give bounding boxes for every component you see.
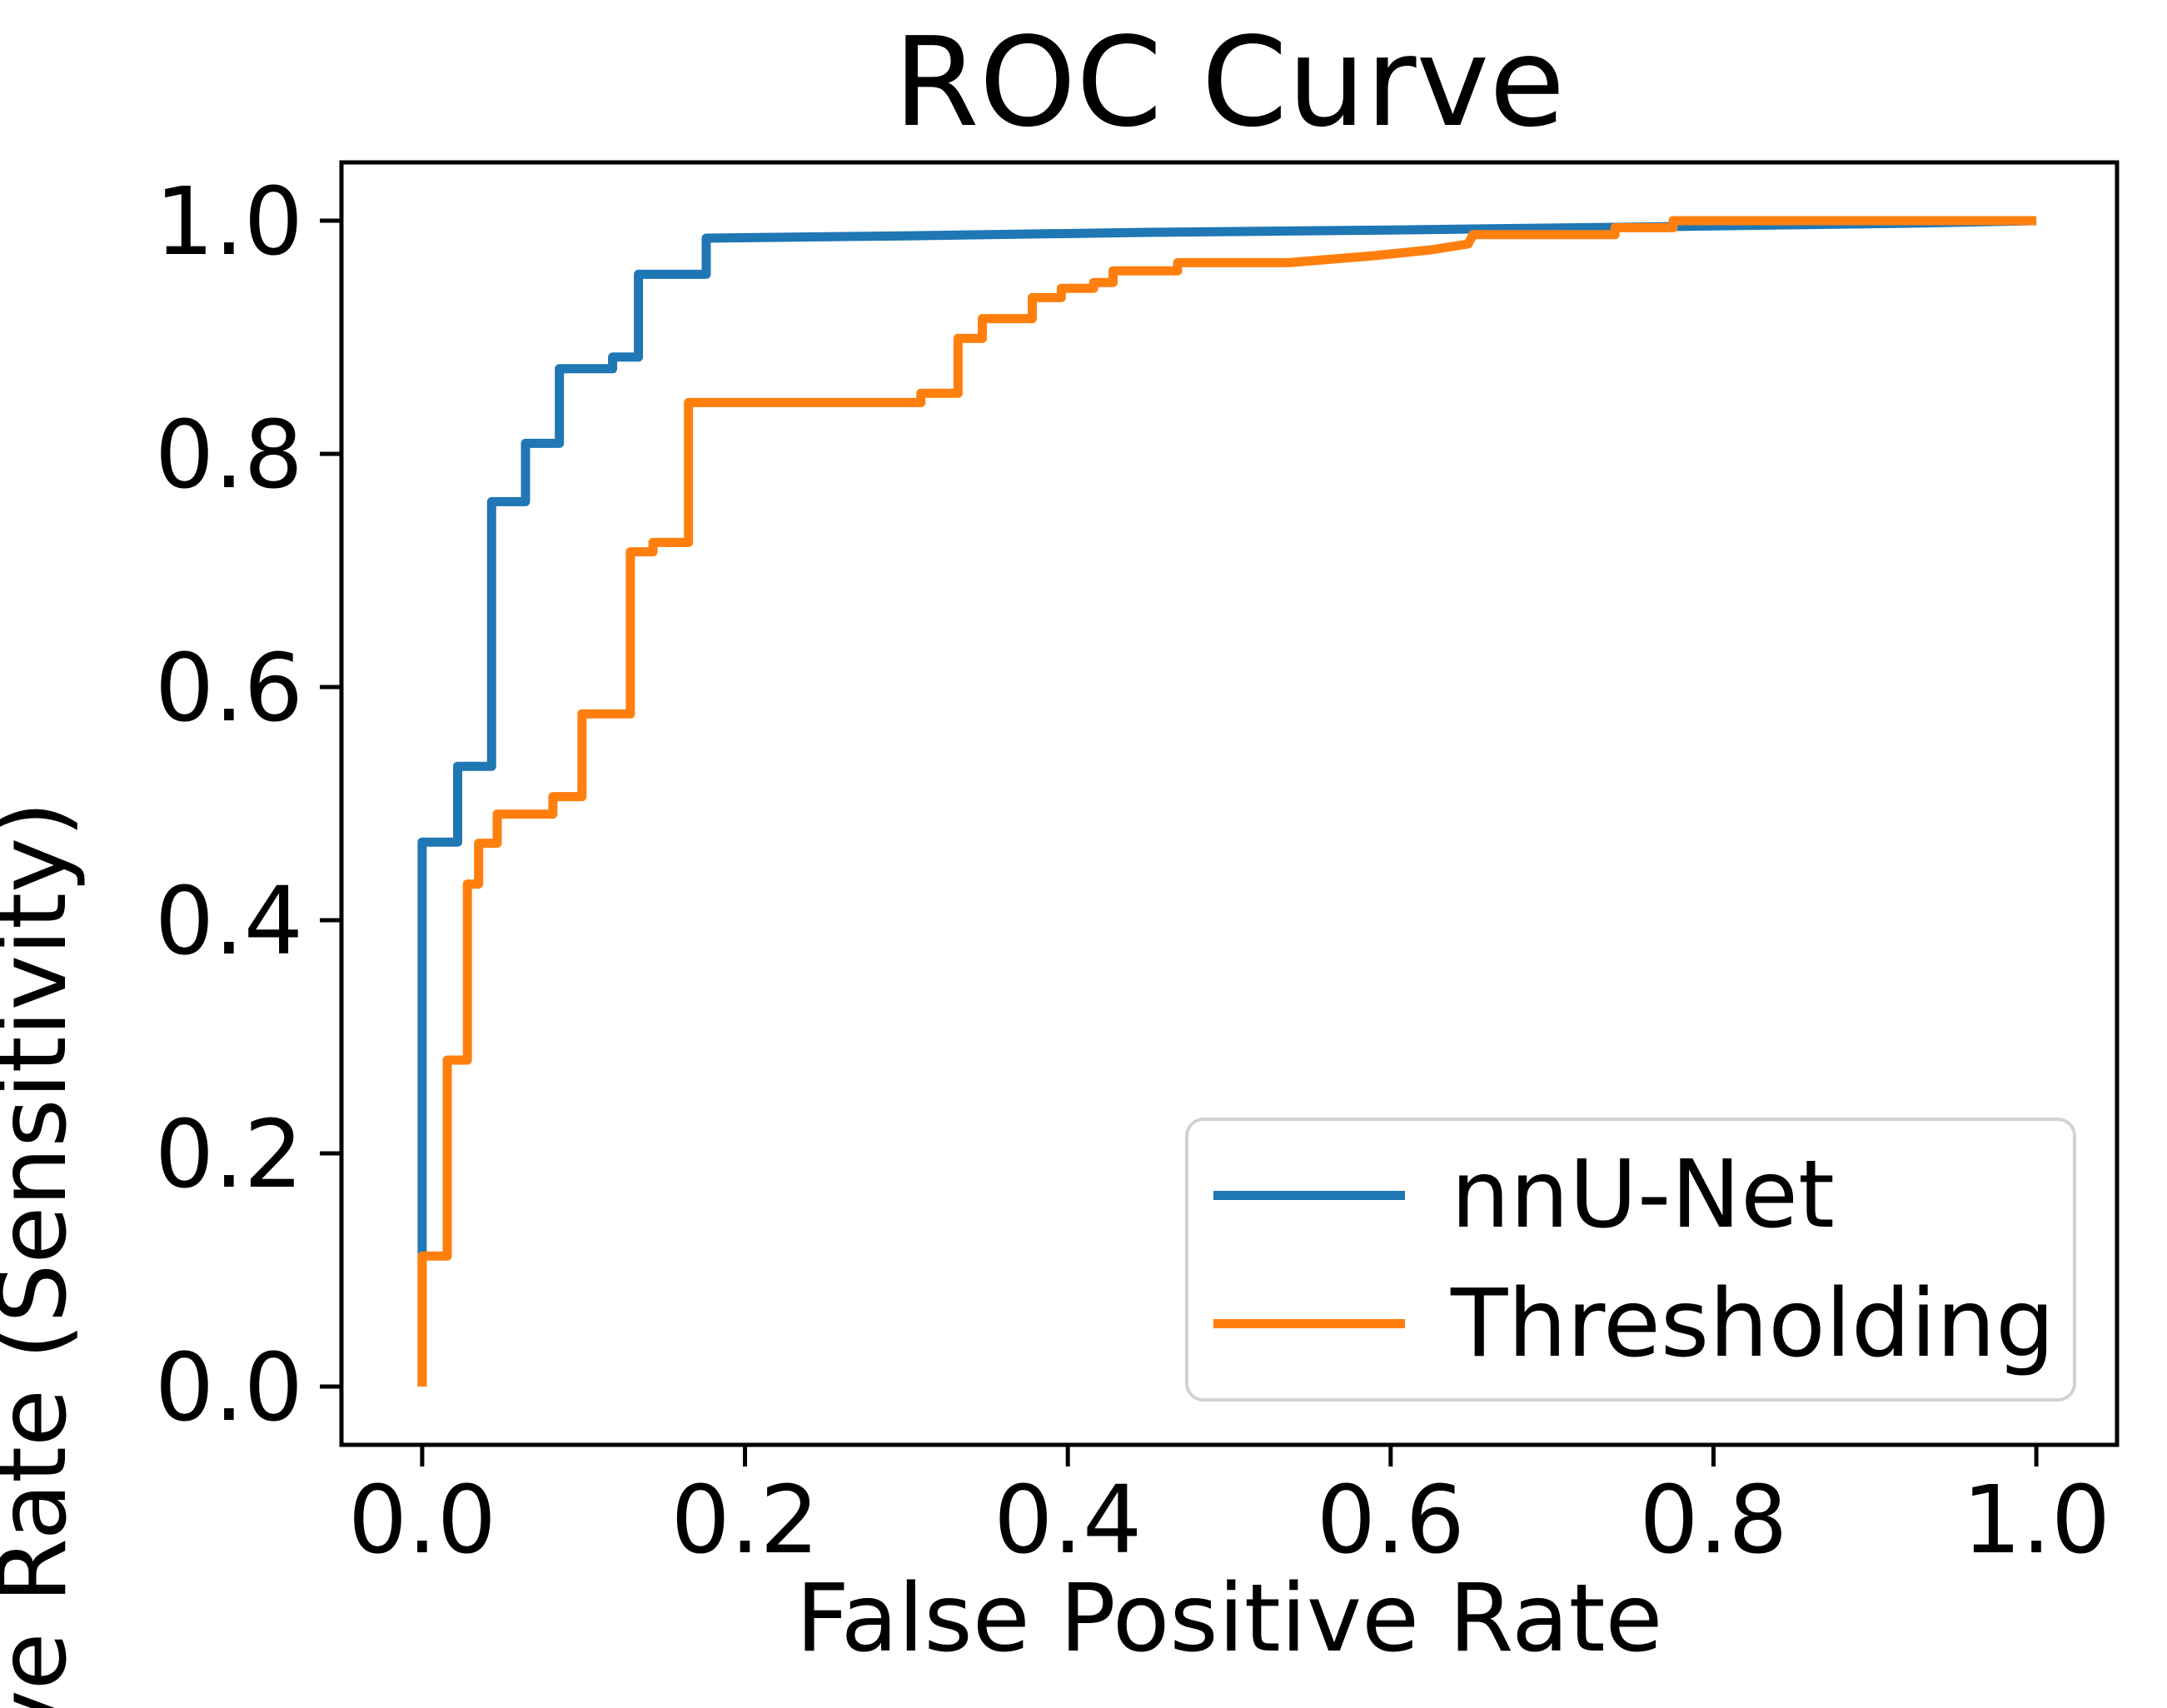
y-tick-label: 0.0 — [155, 1334, 303, 1442]
x-tick-label: 0.6 — [1317, 1466, 1465, 1575]
x-tick-label: 0.4 — [994, 1466, 1142, 1575]
series-line-nnu-net — [417, 216, 2037, 1387]
legend-label-nnu-net: nnU-Net — [1451, 1140, 1835, 1249]
x-tick-label: 1.0 — [1962, 1466, 2110, 1575]
x-tick-label: 0.8 — [1639, 1466, 1787, 1575]
x-axis-label: False Positive Rate — [795, 1565, 1663, 1673]
y-tick-label: 1.0 — [155, 168, 303, 276]
legend-line-swatch-nnu-net — [1213, 1190, 1405, 1200]
legend-entry-nnu-net: nnU-Net — [1213, 1140, 2073, 1249]
y-tick-label: 0.2 — [155, 1101, 303, 1209]
legend-entry-thresholding: Thresholding — [1213, 1269, 2073, 1378]
series-line-thresholding — [417, 216, 2037, 1387]
chart-title: ROC Curve — [893, 11, 1566, 154]
y-tick-label: 0.8 — [155, 401, 303, 510]
legend: nnU-Net Thresholding — [1185, 1118, 2076, 1402]
plot-border — [339, 160, 2120, 1447]
legend-label-thresholding: Thresholding — [1451, 1269, 2055, 1378]
y-tick-label: 0.4 — [155, 868, 303, 976]
y-axis-label-text: True Positive Rate (Sensitivity) — [0, 800, 88, 1708]
x-tick-label: 0.0 — [348, 1466, 496, 1575]
x-tick-label: 0.2 — [670, 1466, 819, 1575]
legend-line-swatch-thresholding — [1213, 1319, 1405, 1329]
y-tick-label: 0.6 — [155, 635, 303, 743]
